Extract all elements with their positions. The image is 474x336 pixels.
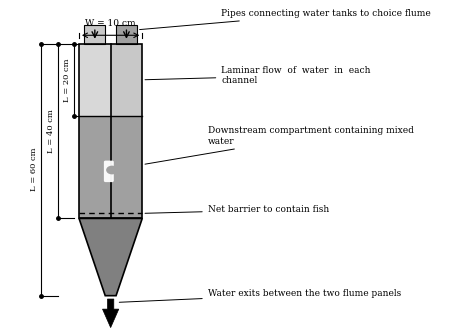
Text: Pipes connecting water tanks to choice flume: Pipes connecting water tanks to choice f… xyxy=(140,9,431,30)
Text: L = 20 cm: L = 20 cm xyxy=(64,58,71,101)
Circle shape xyxy=(106,166,118,174)
Text: Net barrier to contain fish: Net barrier to contain fish xyxy=(145,206,329,214)
Text: Downstream compartment containing mixed
water: Downstream compartment containing mixed … xyxy=(145,126,414,164)
Text: L = 60 cm: L = 60 cm xyxy=(30,148,38,192)
Polygon shape xyxy=(79,218,142,296)
Bar xyxy=(79,116,142,218)
Bar xyxy=(84,25,105,44)
Bar xyxy=(79,44,110,116)
Text: Water exits between the two flume panels: Water exits between the two flume panels xyxy=(119,290,401,302)
Bar xyxy=(110,44,142,116)
FancyBboxPatch shape xyxy=(104,161,114,182)
Text: Laminar flow  of  water  in  each
channel: Laminar flow of water in each channel xyxy=(145,66,371,85)
Bar xyxy=(79,44,142,218)
Bar xyxy=(116,25,137,44)
Text: L = 40 cm: L = 40 cm xyxy=(47,109,55,153)
Polygon shape xyxy=(102,299,119,328)
Text: W = 10 cm: W = 10 cm xyxy=(85,18,136,28)
